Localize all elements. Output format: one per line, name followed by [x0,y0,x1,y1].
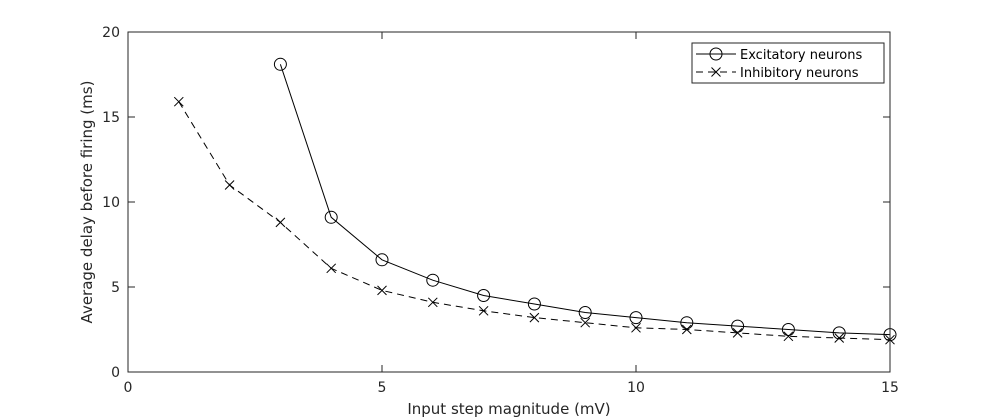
plot-area-frame [127,31,891,373]
legend-label: Excitatory neurons [740,48,862,63]
data-point [832,326,846,340]
series-excitatory [273,57,897,342]
data-point [578,306,592,319]
data-point [377,285,387,296]
legend: Excitatory neurons Inhibitory neurons [691,42,885,84]
series-layer [173,57,897,345]
data-point [375,253,389,267]
data-point [273,57,287,71]
data-point [834,333,845,343]
x-tick-label: 15 [881,380,899,396]
data-point [478,305,489,316]
legend-label: Inhibitory neurons [740,66,859,81]
data-point [629,311,643,325]
y-tick-label: 5 [111,280,120,296]
x-axis-label: Input step magnitude (mV) [407,400,610,418]
x-tick-label: 5 [378,380,387,396]
data-point [529,312,540,323]
data-point [580,317,591,328]
legend-box [691,42,885,84]
legend-marker [711,67,721,77]
data-point [631,322,641,333]
data-point [326,263,337,274]
data-point [680,316,694,330]
y-tick-label: 0 [111,365,120,381]
data-point [731,319,745,333]
legend-entry: Excitatory neurons [696,47,862,63]
data-point [173,96,184,107]
y-tick-label: 15 [102,110,120,126]
legend-entry: Inhibitory neurons [696,66,859,81]
data-point [477,289,491,302]
x-tick-label: 10 [627,380,645,396]
data-point [427,297,438,308]
data-point [783,331,794,342]
data-point [275,217,286,228]
series-inhibitory [173,96,895,345]
series-line [178,101,891,341]
data-point [527,297,541,311]
data-point [681,324,692,335]
data-point [224,180,235,190]
data-point [781,323,795,336]
y-tick-label: 10 [102,195,120,211]
y-axis-label: Average delay before firing (ms) [78,81,96,324]
data-point [426,273,440,287]
x-tick-label: 0 [124,380,133,396]
series-line [279,64,891,336]
legend-marker [709,47,723,61]
data-point [324,210,338,224]
data-point [732,328,743,338]
y-tick-label: 20 [102,25,120,41]
